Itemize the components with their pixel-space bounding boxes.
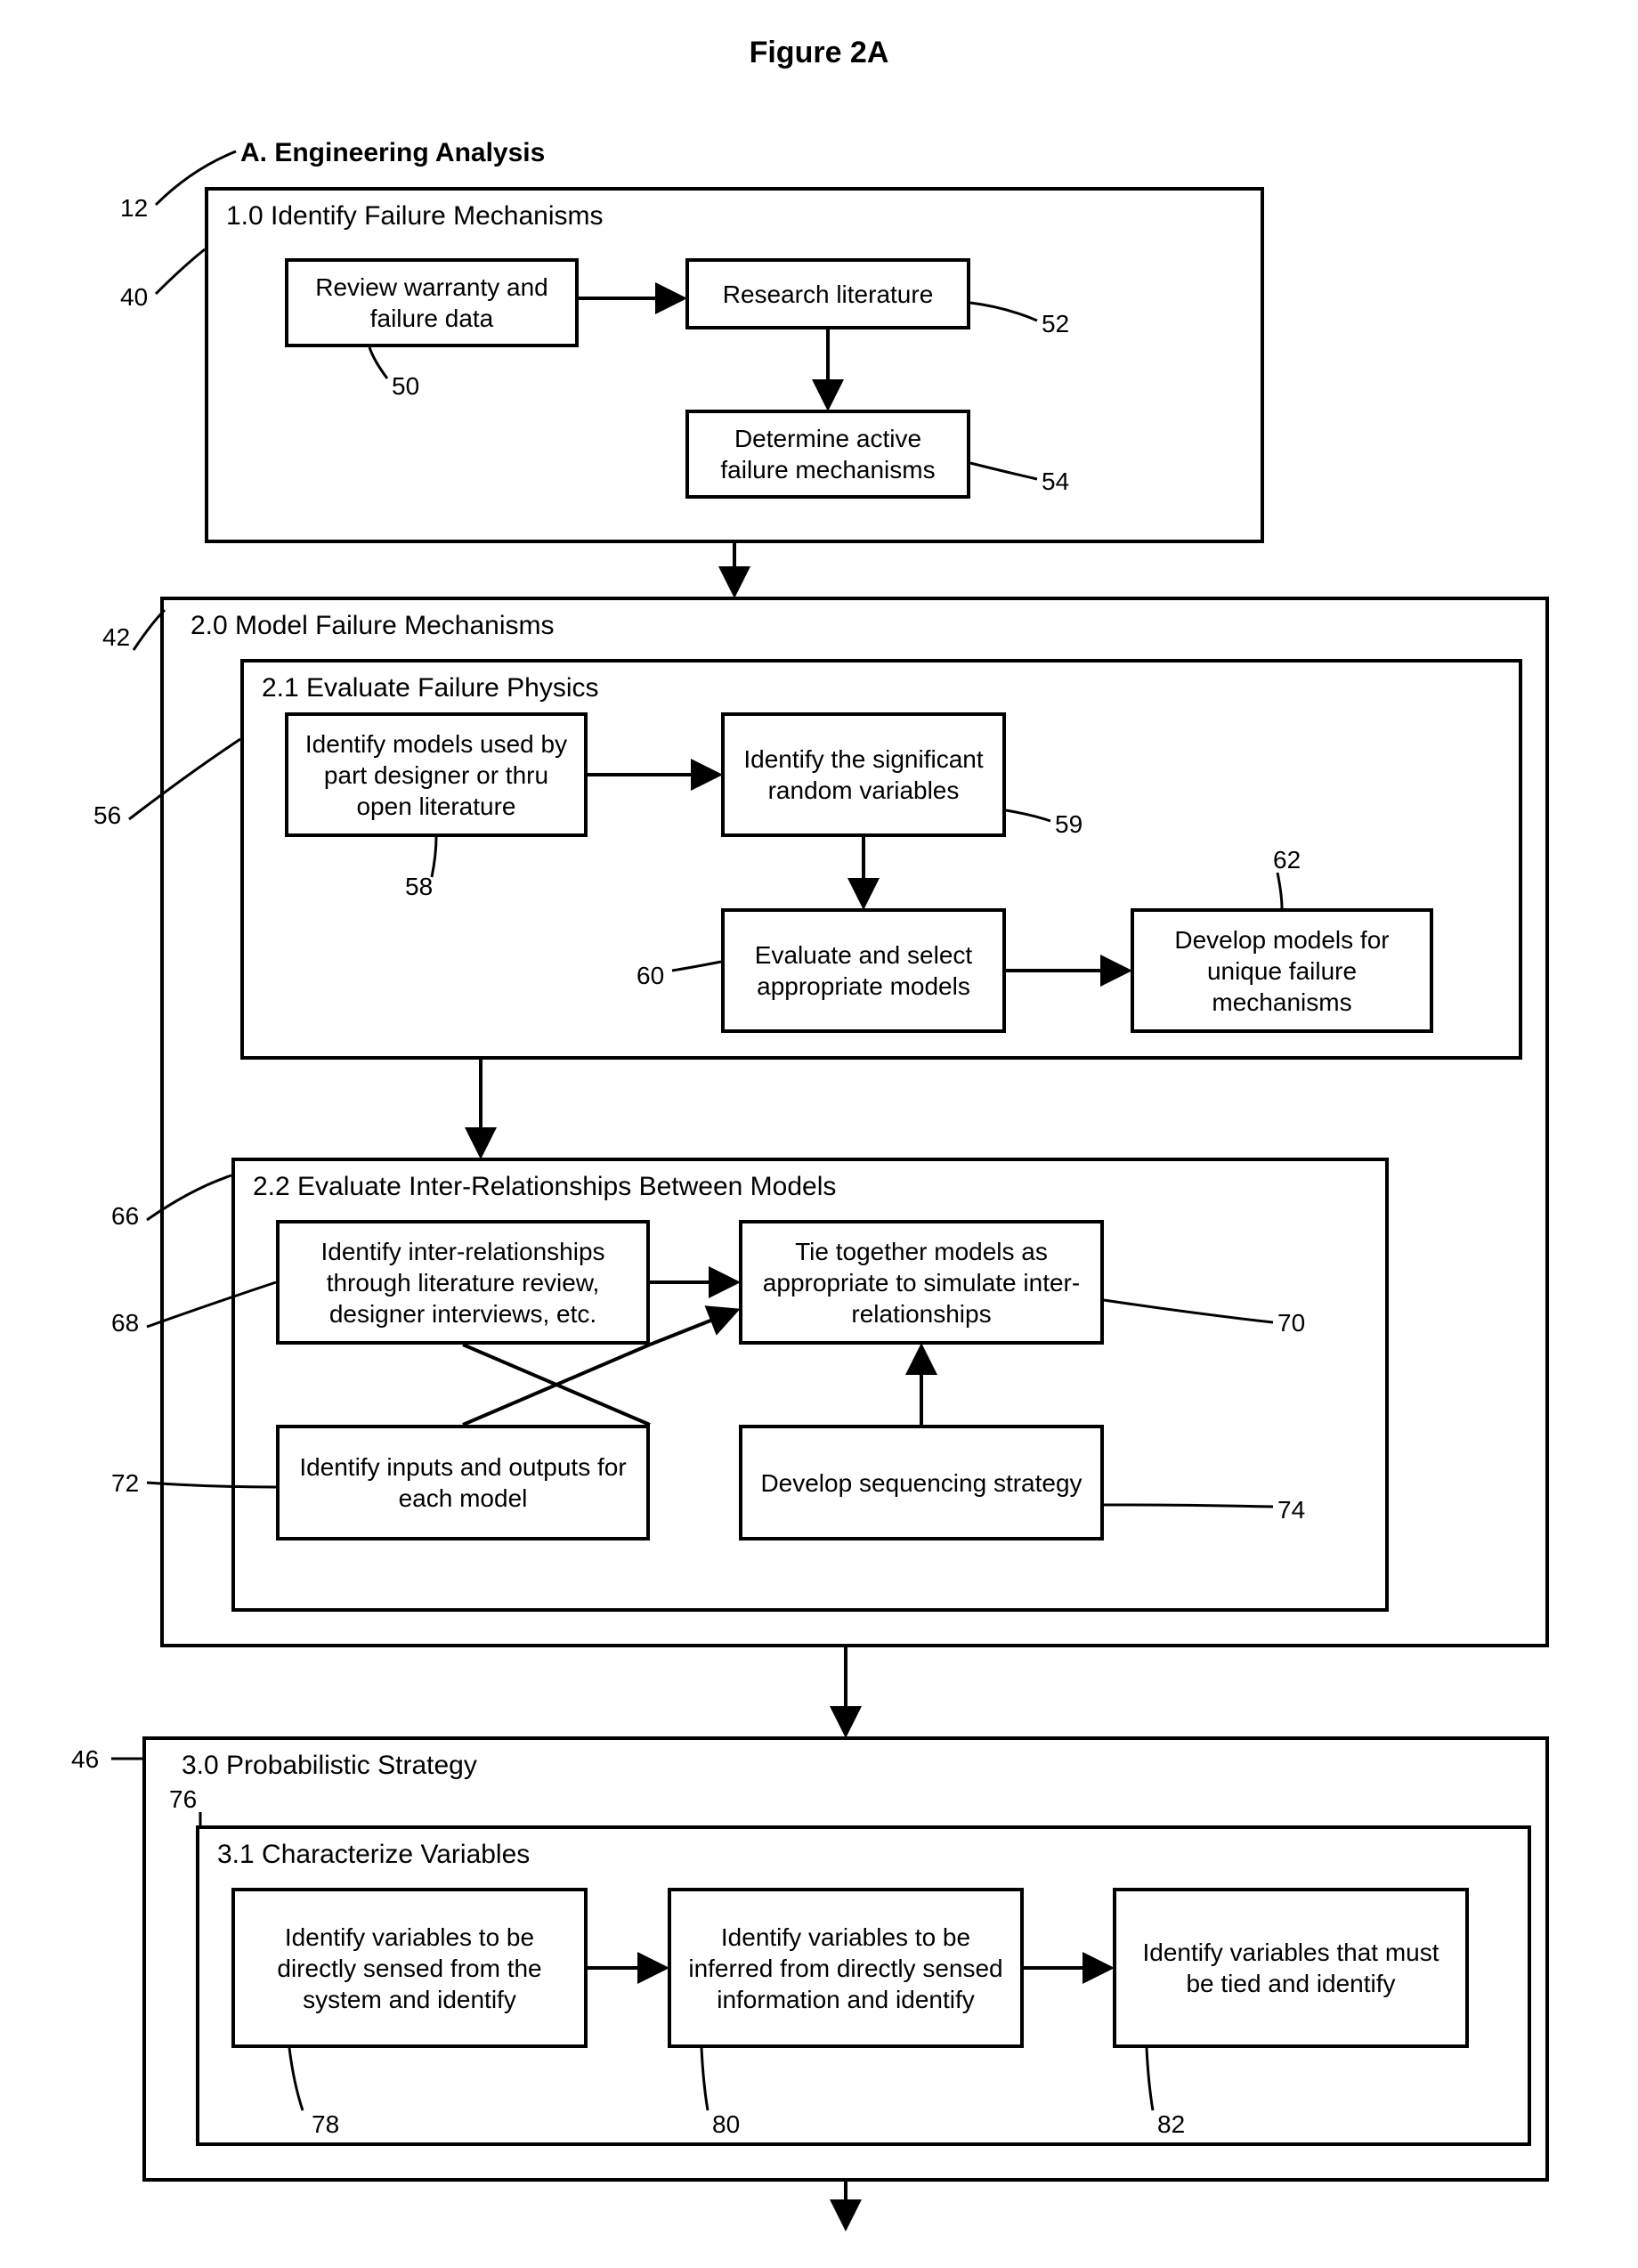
node-develop-seq: Develop sequencing strategy xyxy=(739,1425,1104,1540)
ref-70: 70 xyxy=(1277,1309,1305,1337)
ref-59: 59 xyxy=(1055,810,1083,839)
ref-54: 54 xyxy=(1042,467,1069,496)
ref-58: 58 xyxy=(405,873,433,901)
ref-56: 56 xyxy=(93,801,121,830)
ref-12: 12 xyxy=(120,194,148,223)
box-3-1-title: 3.1 Characterize Variables xyxy=(217,1840,530,1870)
node-identify-random-vars: Identify the significant random variable… xyxy=(721,712,1006,837)
ref-52: 52 xyxy=(1042,310,1069,338)
node-research-literature: Research literature xyxy=(685,258,970,329)
node-identify-inter: Identify inter-relationships through lit… xyxy=(276,1220,650,1345)
node-vars-inferred-text: Identify variables to be inferred from d… xyxy=(682,1922,1010,2015)
ref-40: 40 xyxy=(120,283,148,312)
ref-72: 72 xyxy=(111,1469,139,1498)
node-determine-active-text: Determine active failure mechanisms xyxy=(700,423,956,485)
node-research-literature-text: Research literature xyxy=(723,279,934,310)
node-vars-tied-text: Identify variables that must be tied and… xyxy=(1127,1937,1455,1999)
ref-68: 68 xyxy=(111,1309,139,1337)
ref-76: 76 xyxy=(169,1785,197,1814)
node-develop-unique-text: Develop models for unique failure mechan… xyxy=(1145,924,1419,1018)
ref-82: 82 xyxy=(1157,2110,1185,2139)
node-identify-random-vars-text: Identify the significant random variable… xyxy=(735,744,992,806)
diagram-canvas: Figure 2A A. Engineering Analysis 1.0 Id… xyxy=(36,36,1602,2232)
node-identify-io-text: Identify inputs and outputs for each mod… xyxy=(290,1451,636,1514)
node-review-warranty: Review warranty and failure data xyxy=(285,258,579,347)
box-1-0-title: 1.0 Identify Failure Mechanisms xyxy=(226,201,604,232)
node-review-warranty-text: Review warranty and failure data xyxy=(299,272,564,334)
node-identify-io: Identify inputs and outputs for each mod… xyxy=(276,1425,650,1540)
node-determine-active: Determine active failure mechanisms xyxy=(685,410,970,499)
node-evaluate-select-text: Evaluate and select appropriate models xyxy=(735,939,992,1002)
ref-42: 42 xyxy=(102,623,130,652)
section-a-title: A. Engineering Analysis xyxy=(240,138,545,168)
figure-title: Figure 2A xyxy=(36,36,1602,70)
node-vars-tied: Identify variables that must be tied and… xyxy=(1113,1888,1469,2048)
node-evaluate-select: Evaluate and select appropriate models xyxy=(721,908,1006,1033)
node-vars-inferred: Identify variables to be inferred from d… xyxy=(668,1888,1024,2048)
ref-50: 50 xyxy=(392,372,419,401)
box-3-0-title: 3.0 Probabilistic Strategy xyxy=(182,1751,477,1781)
ref-46: 46 xyxy=(71,1745,99,1774)
box-2-1-title: 2.1 Evaluate Failure Physics xyxy=(262,673,599,703)
node-vars-sensed-text: Identify variables to be directly sensed… xyxy=(246,1922,573,2015)
node-identify-models: Identify models used by part designer or… xyxy=(285,712,588,837)
node-tie-together: Tie together models as appropriate to si… xyxy=(739,1220,1104,1345)
ref-80: 80 xyxy=(712,2110,740,2139)
ref-62: 62 xyxy=(1273,846,1301,874)
box-2-2-title: 2.2 Evaluate Inter-Relationships Between… xyxy=(253,1172,836,1202)
ref-74: 74 xyxy=(1277,1496,1305,1524)
ref-78: 78 xyxy=(312,2110,339,2139)
node-develop-seq-text: Develop sequencing strategy xyxy=(760,1467,1082,1499)
node-vars-sensed: Identify variables to be directly sensed… xyxy=(231,1888,588,2048)
box-2-0-title: 2.0 Model Failure Mechanisms xyxy=(191,611,555,641)
node-tie-together-text: Tie together models as appropriate to si… xyxy=(753,1236,1090,1329)
ref-66: 66 xyxy=(111,1202,139,1231)
node-identify-inter-text: Identify inter-relationships through lit… xyxy=(290,1236,636,1329)
node-develop-unique: Develop models for unique failure mechan… xyxy=(1131,908,1433,1033)
ref-60: 60 xyxy=(637,962,664,990)
node-identify-models-text: Identify models used by part designer or… xyxy=(299,728,573,822)
